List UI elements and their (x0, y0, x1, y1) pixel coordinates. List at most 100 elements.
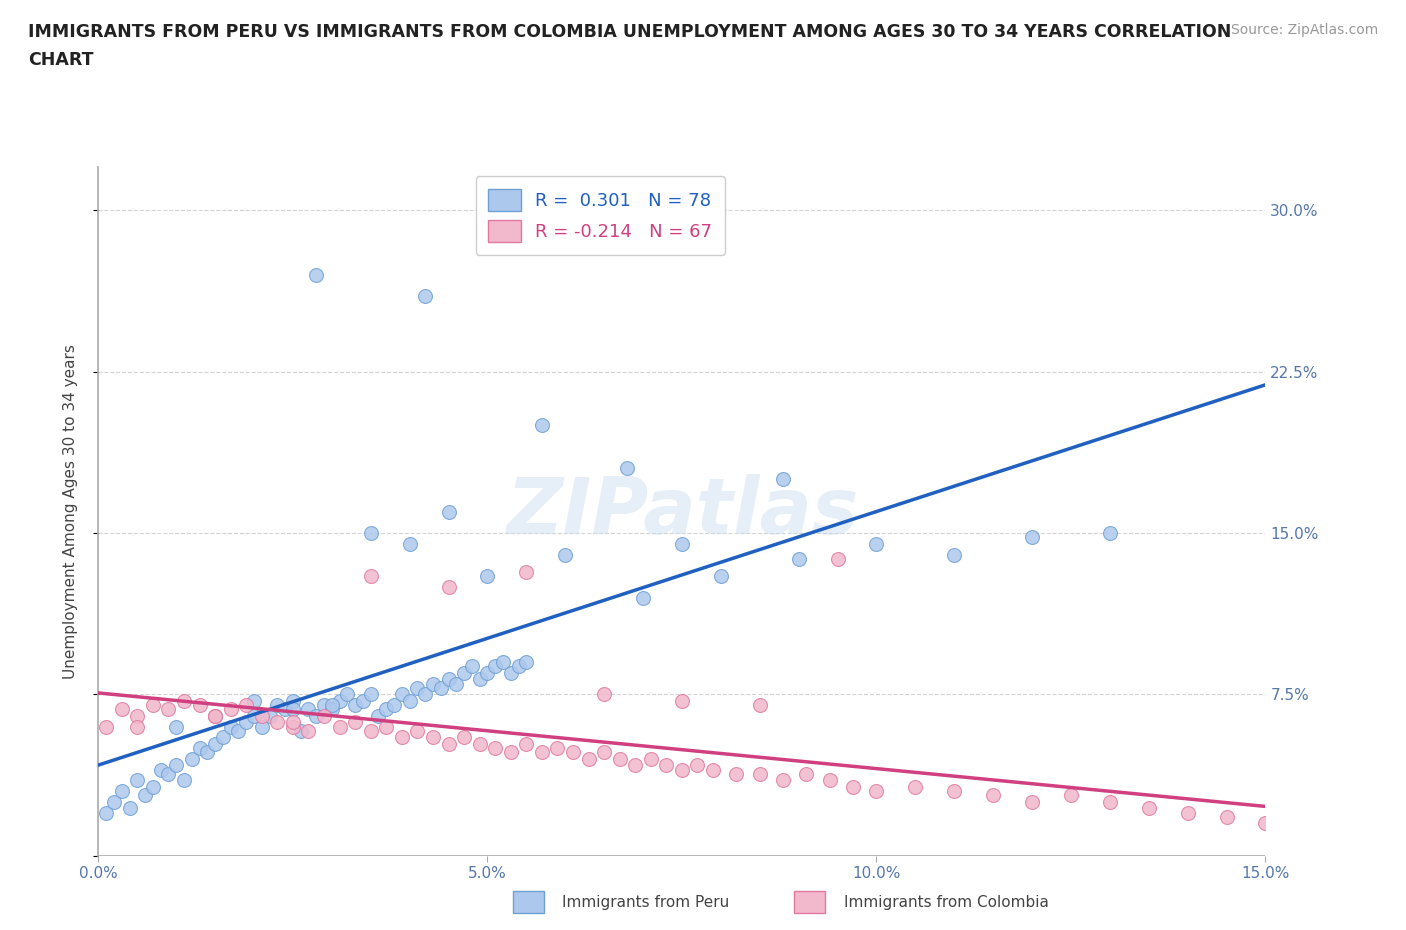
Text: CHART: CHART (28, 51, 94, 69)
Point (702, 763, 724, 777)
Point (865, 537, 887, 551)
Point (398, 694, 420, 709)
Point (204, 709, 226, 724)
Point (352, 694, 374, 709)
Point (382, 698, 405, 712)
Point (943, 547, 966, 562)
Point (243, 709, 266, 724)
Point (329, 719, 352, 734)
Point (297, 724, 319, 738)
Point (290, 724, 312, 738)
Point (616, 461, 638, 476)
Point (484, 659, 506, 674)
Point (165, 719, 187, 734)
Point (422, 676, 444, 691)
Point (195, 745, 218, 760)
Legend: R =  0.301   N = 78, R = -0.214   N = 67: R = 0.301 N = 78, R = -0.214 N = 67 (475, 177, 725, 255)
Point (624, 758, 647, 773)
Point (477, 568, 499, 583)
Point (204, 737, 226, 751)
Point (297, 702, 319, 717)
Text: ZIPatlas: ZIPatlas (506, 473, 858, 550)
Point (413, 687, 436, 702)
Point (281, 694, 304, 709)
Text: Immigrants from Colombia: Immigrants from Colombia (844, 895, 1049, 910)
Point (165, 758, 187, 773)
Point (827, 551, 849, 566)
Point (499, 665, 522, 680)
Point (96, 805, 118, 820)
Point (250, 719, 273, 734)
Point (865, 784, 887, 799)
Point (266, 698, 288, 712)
Point (578, 751, 600, 766)
Point (818, 773, 841, 788)
Point (259, 709, 281, 724)
Point (367, 709, 389, 724)
Point (437, 504, 460, 519)
Point (1098, 794, 1121, 809)
Point (118, 801, 141, 816)
Point (609, 751, 631, 766)
Point (219, 702, 242, 717)
Point (655, 758, 678, 773)
Point (188, 698, 211, 712)
Point (477, 665, 499, 680)
Point (173, 773, 195, 788)
Point (406, 724, 429, 738)
Point (710, 568, 733, 583)
Point (360, 525, 382, 540)
Point (772, 472, 794, 486)
Point (515, 565, 537, 579)
Point (554, 547, 576, 562)
Point (111, 784, 134, 799)
Point (406, 681, 429, 696)
Point (748, 698, 770, 712)
Point (1215, 809, 1237, 824)
Point (530, 418, 553, 433)
Point (305, 268, 328, 283)
Point (1137, 801, 1160, 816)
Point (281, 719, 304, 734)
Point (437, 579, 460, 594)
Point (188, 740, 211, 755)
Point (1021, 530, 1043, 545)
Point (212, 730, 235, 745)
Point (640, 751, 662, 766)
Point (127, 719, 149, 734)
Point (391, 687, 413, 702)
Point (235, 715, 257, 730)
Point (515, 655, 537, 670)
Point (305, 709, 328, 724)
Point (321, 698, 343, 712)
Point (274, 702, 297, 717)
Point (173, 694, 195, 709)
Point (398, 537, 420, 551)
Point (157, 766, 180, 781)
Point (312, 698, 335, 712)
Point (1060, 788, 1083, 803)
Point (344, 698, 367, 712)
Point (1177, 805, 1199, 820)
Point (281, 715, 304, 730)
Point (111, 702, 134, 717)
Point (243, 694, 266, 709)
Point (437, 671, 460, 686)
Point (142, 698, 165, 712)
Point (103, 794, 125, 809)
Point (530, 745, 553, 760)
Point (329, 694, 352, 709)
Point (842, 779, 865, 794)
Point (344, 715, 367, 730)
Point (422, 730, 444, 745)
Point (312, 709, 335, 724)
Point (127, 709, 149, 724)
Point (149, 763, 172, 777)
Point (228, 724, 250, 738)
Point (437, 737, 460, 751)
Point (484, 740, 506, 755)
Point (360, 568, 382, 583)
Point (748, 766, 770, 781)
Point (593, 687, 616, 702)
Text: Immigrants from Peru: Immigrants from Peru (562, 895, 730, 910)
